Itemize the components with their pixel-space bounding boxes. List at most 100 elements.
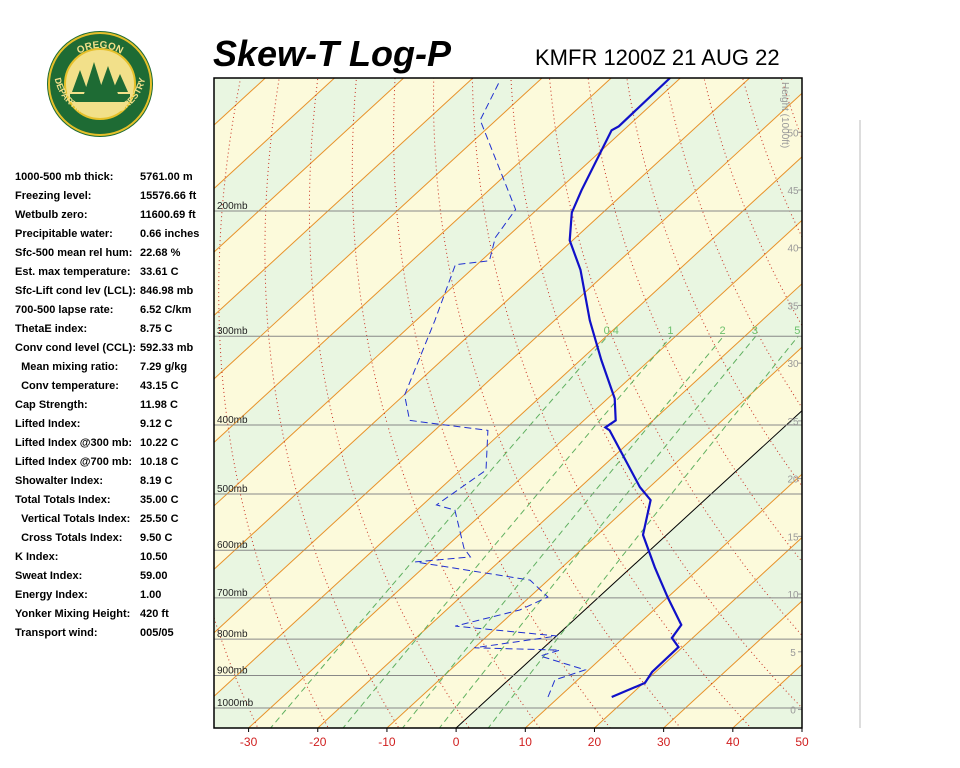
mixing-ratio-line <box>487 335 799 728</box>
stat-label: Cap Strength: <box>15 399 88 411</box>
isotherm <box>214 78 612 444</box>
stat-label: Cross Totals Index: <box>15 532 122 544</box>
logo-top-path: OREGON <box>75 40 125 57</box>
mixing-ratio-label: 3 <box>752 325 758 337</box>
x-tick-label: -20 <box>309 735 327 749</box>
pressure-label: 500mb <box>217 484 248 495</box>
dry-adiabat <box>925 53 960 737</box>
isotherm <box>214 78 543 380</box>
dry-adiabat <box>351 78 541 728</box>
isotherm <box>214 78 751 571</box>
pressure-label: 800mb <box>217 629 248 640</box>
isotherm <box>386 346 802 728</box>
x-tick-label: -30 <box>240 735 258 749</box>
height-tick-label: 20 <box>787 475 799 486</box>
stat-value: 22.68 % <box>140 247 181 259</box>
pressure-label: 1000mb <box>217 698 254 709</box>
stat-value: 10.22 C <box>140 437 179 449</box>
stat-label: Precipitable water: <box>15 228 113 240</box>
mixing-ratio-label: 1 <box>667 325 673 337</box>
stat-label: K Index: <box>15 551 58 563</box>
stat-value: 592.33 mb <box>140 342 193 354</box>
mixing-ratio-label: 5 <box>794 325 800 337</box>
height-tick-label: 15 <box>787 532 799 543</box>
stat-value: 8.19 C <box>140 475 172 487</box>
stat-label: Lifted Index @700 mb: <box>15 456 132 468</box>
stat-value: 1.00 <box>140 589 161 601</box>
stat-label: Lifted Index @300 mb: <box>15 437 132 449</box>
logo-border <box>48 32 152 136</box>
stat-value: 59.00 <box>140 570 168 582</box>
stat-label: ThetaE index: <box>15 323 87 335</box>
stat-label: Wetbulb zero: <box>15 209 88 221</box>
plot-area: 0.4 1 2 3 5 <box>214 53 960 737</box>
stat-value: 9.12 C <box>140 418 172 430</box>
stat-label: Freezing level: <box>15 190 91 202</box>
height-tick-label: 10 <box>787 590 799 601</box>
x-tick-label: 50 <box>795 735 809 749</box>
stat-label: Showalter Index: <box>15 475 103 487</box>
stat-value: 15576.66 ft <box>140 190 197 202</box>
stat-label: Transport wind: <box>15 627 98 639</box>
stat-label: Lifted Index: <box>15 418 80 430</box>
chart-subtitle: KMFR 1200Z 21 AUG 22 <box>535 45 780 70</box>
stat-label: Yonker Mixing Height: <box>15 608 130 620</box>
mixing-ratio-line <box>438 335 757 728</box>
x-tick-label: 20 <box>588 735 602 749</box>
x-tick-label: 30 <box>657 735 671 749</box>
stat-value: 10.18 C <box>140 456 179 468</box>
stat-label: Conv cond level (CCL): <box>15 342 136 354</box>
stat-value: 846.98 mb <box>140 285 193 297</box>
dry-adiabat <box>812 53 960 737</box>
stat-label: Vertical Totals Index: <box>15 513 130 525</box>
logo: OREGON DEPARTMENT OF FORESTRY <box>47 31 153 137</box>
height-axis-title: Height (1000ft) <box>779 82 790 148</box>
stat-label: 700-500 lapse rate: <box>15 304 113 316</box>
height-tick-label: 35 <box>787 301 799 312</box>
isotherm-band <box>214 156 802 728</box>
x-tick-label: 0 <box>453 735 460 749</box>
height-tick-label: 30 <box>787 359 799 370</box>
height-tick-label: 0 <box>790 706 796 717</box>
height-tick-label: 5 <box>790 648 796 659</box>
stat-value: 420 ft <box>140 608 169 620</box>
stat-label: Conv temperature: <box>15 380 119 392</box>
height-tick-label: 45 <box>787 186 799 197</box>
mixing-ratio-line <box>401 335 724 728</box>
stat-value: 7.29 g/kg <box>140 361 187 373</box>
isotherm <box>317 283 802 728</box>
isotherm <box>214 78 474 317</box>
isotherm <box>247 219 802 728</box>
stat-value: 25.50 C <box>140 513 179 525</box>
logo-ground <box>70 94 130 102</box>
stat-value: 8.75 C <box>140 323 172 335</box>
dewpoint-profile <box>404 80 587 698</box>
mixing-ratio-label: 2 <box>720 325 726 337</box>
stat-label: Energy Index: <box>15 589 88 601</box>
isotherm <box>801 727 802 728</box>
stat-value: 11600.69 ft <box>140 209 196 221</box>
stat-label: 1000-500 mb thick: <box>15 171 113 183</box>
stat-value: 35.00 C <box>140 494 179 506</box>
isotherm <box>214 92 802 634</box>
stat-value: 6.52 C/km <box>140 304 192 316</box>
logo-trees <box>72 62 128 94</box>
temperature-profile <box>568 78 683 699</box>
stat-label: Mean mixing ratio: <box>15 361 118 373</box>
height-tick-label: 40 <box>787 244 799 255</box>
stat-label: Sfc-Lift cond lev (LCL): <box>15 285 136 297</box>
isotherm <box>662 600 802 728</box>
stat-value: 10.50 <box>140 551 168 563</box>
pressure-label: 300mb <box>217 326 248 337</box>
stat-value: 43.15 C <box>140 380 179 392</box>
isotherm <box>524 473 802 728</box>
chart-title: Skew-T Log-P <box>213 33 452 74</box>
dry-adiabat <box>850 53 960 737</box>
mixing-ratio-label: 0.4 <box>604 325 619 337</box>
height-tick-label: 50 <box>787 128 799 139</box>
plot-border <box>213 77 803 729</box>
isotherm <box>214 78 405 253</box>
dry-adiabat <box>471 78 752 728</box>
pressure-label: 200mb <box>217 201 248 212</box>
